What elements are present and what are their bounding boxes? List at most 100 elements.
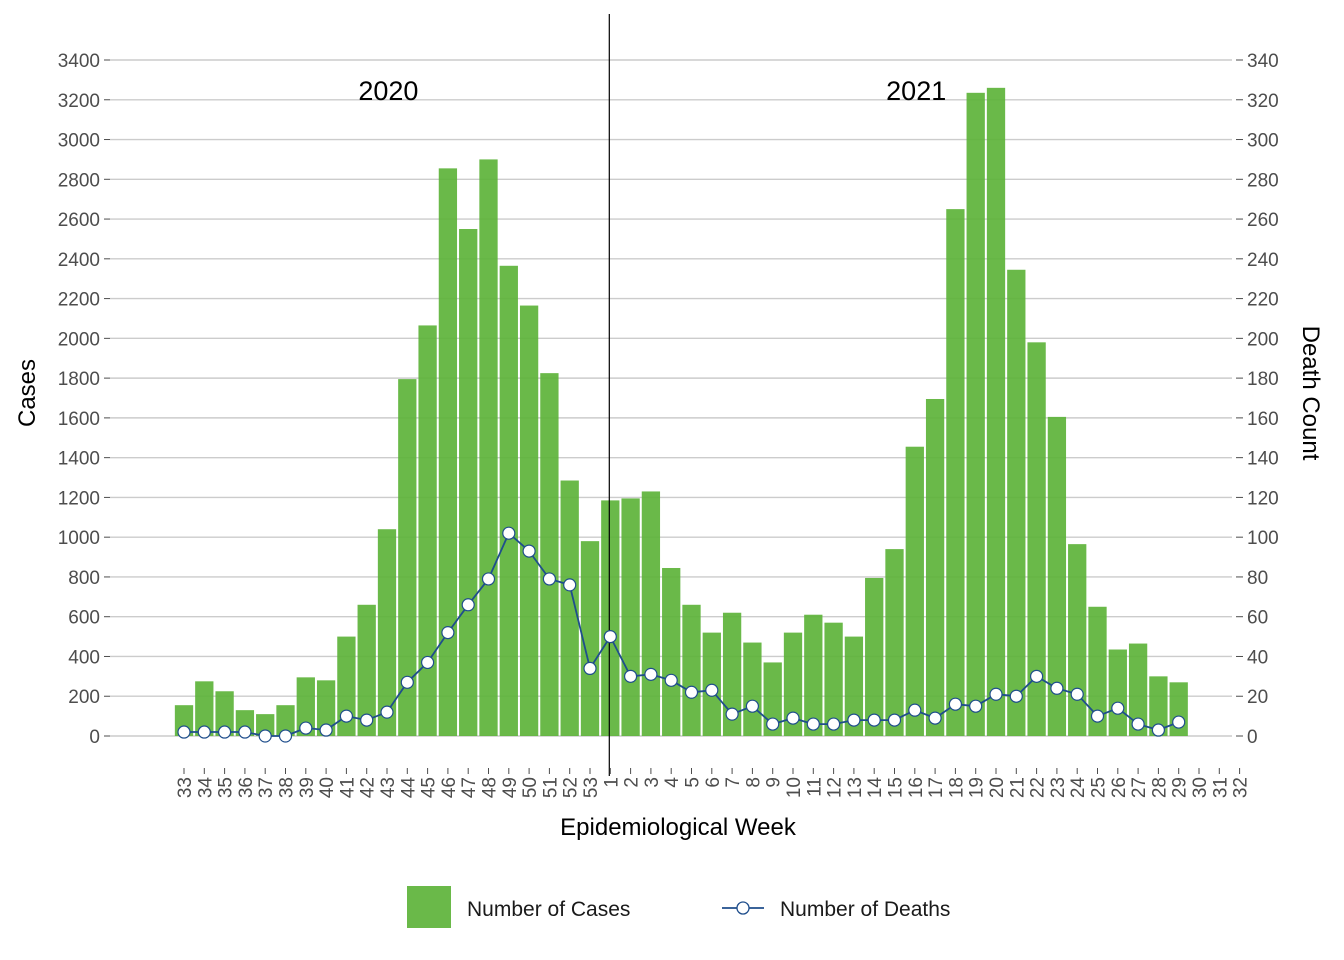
case-bar-week-2 (621, 498, 640, 736)
death-point-week-5 (684, 685, 699, 699)
case-bar-week-45 (418, 325, 437, 736)
death-point-week-7 (725, 707, 739, 721)
case-bar-week-19 (966, 92, 985, 736)
y-tick-label: 3200 (58, 91, 100, 112)
case-bar-week-12 (824, 622, 843, 736)
death-points (177, 526, 1186, 743)
y-tick-label: 1600 (58, 409, 100, 430)
y2-tick-label: 60 (1247, 608, 1268, 629)
case-bar-week-34 (195, 681, 214, 736)
case-bar-week-16 (905, 446, 924, 736)
case-bar-week-41 (337, 636, 356, 736)
death-point-week-27 (1131, 717, 1145, 731)
x-tick-label: 49 (500, 777, 521, 798)
y-tick-label: 2800 (58, 170, 100, 191)
death-point-week-34 (197, 725, 211, 739)
y-tick-label: 3400 (58, 51, 100, 72)
death-point-week-15 (887, 713, 902, 727)
y2-tick-label: 100 (1247, 528, 1279, 549)
death-point-week-33 (177, 725, 191, 739)
x-tick-label: 15 (886, 777, 907, 798)
death-point-week-43 (380, 705, 394, 719)
death-point-week-42 (360, 713, 374, 727)
death-point-week-44 (400, 675, 414, 689)
death-point-week-12 (826, 717, 841, 731)
x-tick-label: 41 (337, 777, 358, 798)
case-bar-week-35 (215, 691, 234, 736)
death-point-week-14 (867, 713, 881, 727)
x-tick-label: 6 (703, 777, 724, 788)
x-tick-label: 36 (236, 777, 257, 798)
death-point-week-8 (745, 699, 760, 713)
x-tick-label: 17 (926, 777, 947, 798)
case-bar-week-3 (641, 491, 661, 736)
x-tick-label: 8 (743, 777, 764, 788)
legend: Number of Cases Number of Deaths (407, 886, 950, 928)
case-bar-week-26 (1108, 649, 1127, 736)
x-tick-label: 46 (439, 777, 460, 798)
y-tick-label: 1400 (58, 449, 100, 470)
death-point-week-4 (664, 673, 678, 687)
death-point-week-2 (623, 669, 638, 683)
y2-tick-label: 200 (1247, 329, 1279, 350)
death-point-week-38 (278, 729, 293, 743)
x-tick-label: 45 (419, 777, 440, 798)
y-tick-label: 1800 (58, 369, 100, 390)
death-point-week-25 (1090, 709, 1105, 723)
x-tick-label: 53 (581, 777, 602, 798)
x-tick-label: 44 (398, 777, 419, 799)
case-bar-week-53 (580, 541, 600, 736)
case-bar-week-48 (479, 159, 498, 737)
x-tick-label: 34 (195, 777, 216, 799)
y-tick-label: 2200 (58, 290, 100, 311)
case-bar-week-42 (357, 604, 376, 736)
y-tick-label: 3000 (58, 131, 100, 152)
case-bar-week-18 (946, 209, 965, 736)
x-tick-label: 7 (723, 777, 744, 788)
death-point-week-52 (563, 578, 577, 592)
death-point-week-37 (258, 729, 272, 743)
y2-tick-label: 120 (1247, 488, 1279, 509)
x-tick-label: 16 (906, 777, 927, 798)
y-tick-label: 2000 (58, 329, 100, 350)
y-tick-label: 1200 (58, 488, 100, 509)
case-bar-week-8 (743, 642, 762, 736)
death-point-week-26 (1111, 701, 1125, 715)
x-tick-label: 9 (764, 777, 785, 788)
death-point-week-47 (461, 598, 475, 612)
x-tick-label: 1 (601, 777, 622, 788)
death-point-week-23 (1050, 681, 1064, 695)
case-bar-week-13 (844, 636, 864, 736)
death-point-week-51 (542, 572, 557, 586)
death-point-week-1 (603, 629, 617, 644)
x-tick-label: 11 (804, 777, 825, 797)
x-tick-label: 14 (865, 777, 886, 799)
death-point-week-11 (806, 717, 820, 731)
death-point-week-46 (441, 626, 455, 640)
x-tick-label: 35 (216, 777, 237, 798)
y2-tick-label: 260 (1247, 210, 1279, 231)
x-tick-label: 30 (1190, 777, 1211, 798)
y2-tick-label: 300 (1247, 131, 1279, 152)
x-tick-label: 50 (520, 777, 541, 798)
year-label-2020: 2020 (358, 76, 418, 106)
death-point-week-35 (218, 725, 232, 739)
death-point-week-28 (1151, 723, 1166, 737)
y-tick-label: 400 (68, 647, 100, 668)
case-bar-week-21 (1007, 269, 1026, 736)
x-tick-label: 39 (297, 777, 318, 798)
death-point-week-17 (928, 711, 942, 725)
x-tick-label: 21 (1007, 777, 1028, 798)
y2-tick-label: 140 (1247, 449, 1279, 470)
x-axis: 33 34 35 36 37 38 39 40 41 42 43 44 45 46 47 48 49 50 51 52… (175, 768, 1252, 798)
year-labels: 2020 2021 (358, 76, 946, 106)
case-bars (174, 87, 1188, 737)
x-tick-label: 52 (561, 777, 582, 798)
death-point-week-10 (786, 711, 800, 725)
x-tick-label: 38 (277, 777, 298, 798)
x-tick-label: 26 (1109, 777, 1130, 798)
y-tick-label: 1000 (58, 528, 100, 549)
death-point-week-13 (847, 713, 861, 727)
x-tick-label: 37 (256, 777, 277, 798)
